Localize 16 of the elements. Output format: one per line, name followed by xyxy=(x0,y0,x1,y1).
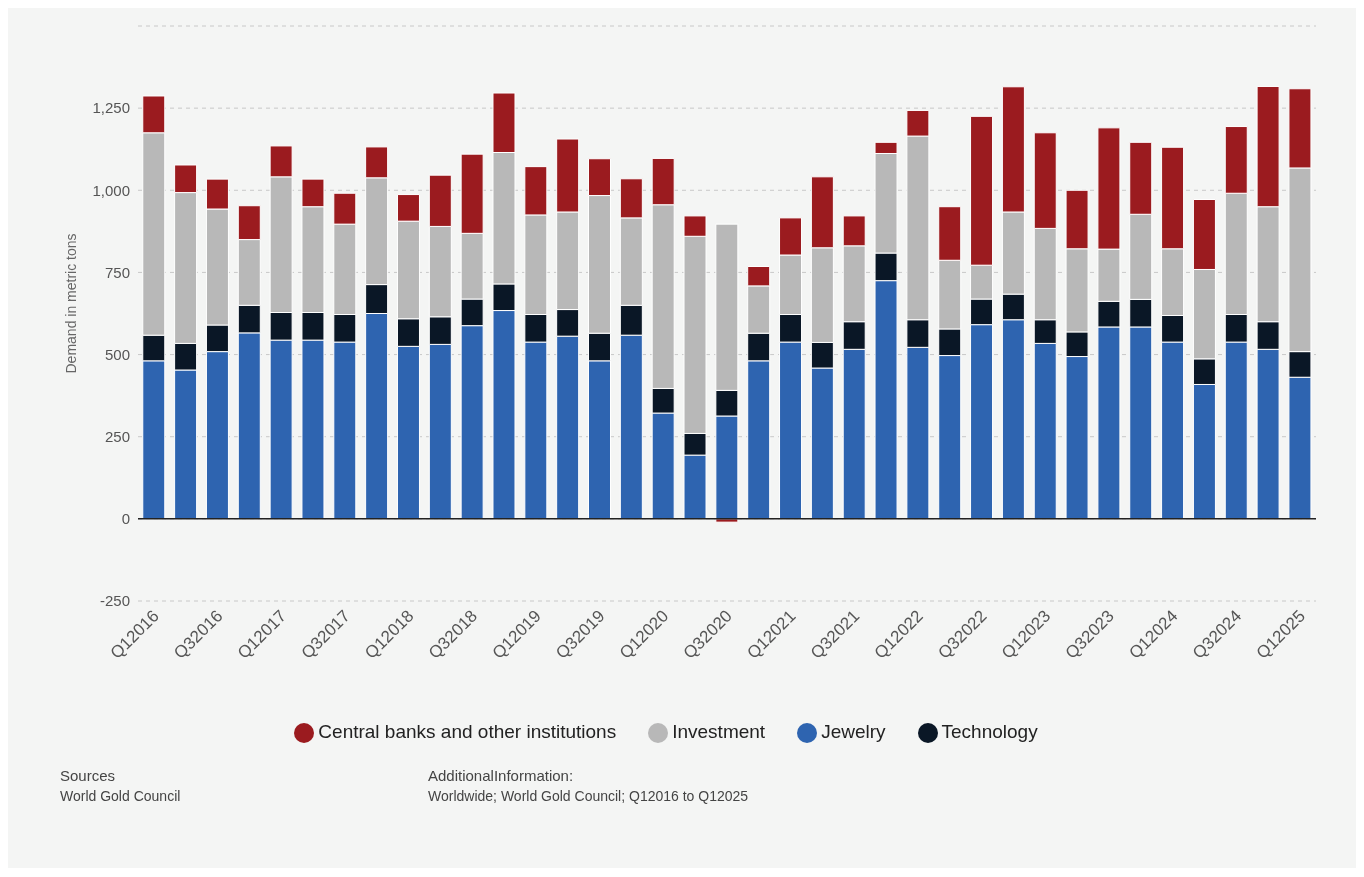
y-axis-title: Demand in metric tons xyxy=(62,233,79,374)
text: Worldwide; World Gold Council; Q12016 to Q12025 xyxy=(428,787,749,806)
text: World Gold Council xyxy=(60,787,181,806)
y-tick-label: 0 xyxy=(121,510,130,528)
y-tick-label: 250 xyxy=(104,428,130,446)
y-tick-label: 1,000 xyxy=(92,181,130,199)
legend-label: Jewelry xyxy=(821,721,886,742)
text: Sources xyxy=(60,766,117,786)
y-tick-label: -250 xyxy=(99,592,130,610)
y-tick-label: 750 xyxy=(104,263,130,281)
legend-label: Central banks and other institutions xyxy=(318,721,617,742)
text: AdditionalInformation: xyxy=(428,766,575,786)
y-tick-label: 1,250 xyxy=(92,99,130,117)
legend-label: Technology xyxy=(941,721,1038,742)
legend-label: Investment xyxy=(672,721,766,742)
y-tick-label: 500 xyxy=(104,345,130,363)
